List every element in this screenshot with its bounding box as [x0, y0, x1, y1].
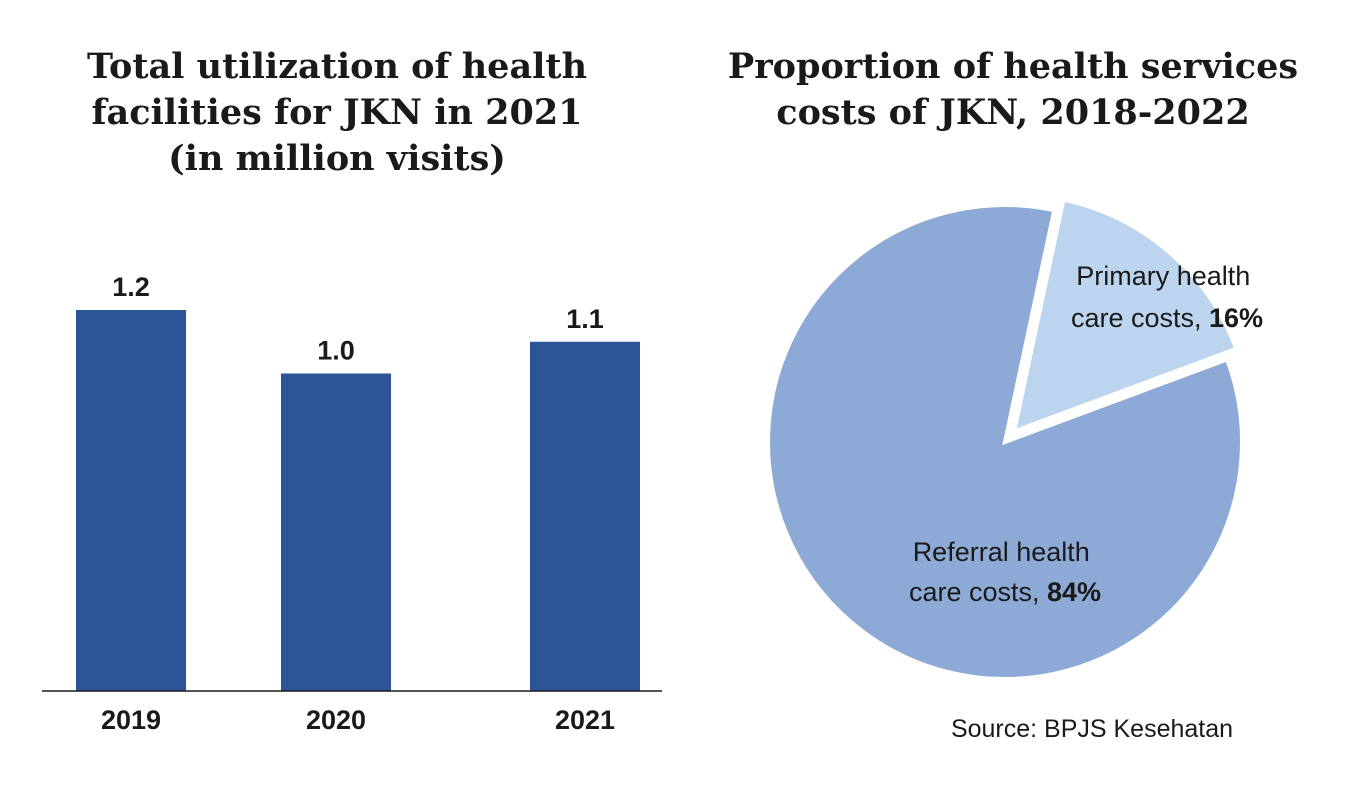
category-label-2020: 2020 — [306, 705, 366, 735]
bar-value-label-2020: 1.0 — [317, 336, 355, 366]
source-note: Source: BPJS Kesehatan — [951, 715, 1233, 743]
pie-label-primary-text: care costs, — [1071, 303, 1209, 333]
pie-chart-title-line-2: costs of JKN, 2018-2022 — [776, 92, 1249, 133]
category-label-2019: 2019 — [101, 705, 161, 735]
pie-label-referral: Referral health care costs, 84% — [909, 537, 1101, 607]
pie-chart: Proportion of health services costs of J… — [728, 46, 1298, 743]
pie-label-primary-line-1: Primary health — [1076, 261, 1250, 291]
pie-label-primary: Primary health care costs, 16% — [1071, 261, 1263, 333]
pie-slices — [766, 197, 1244, 681]
bar-chart-title-line-3: (in million visits) — [168, 138, 506, 179]
bar-value-label-2019: 1.2 — [112, 272, 150, 302]
bars: 1.2 2019 1.0 2020 1.1 2021 — [76, 272, 640, 735]
bar-2020 — [281, 373, 391, 691]
pie-slice-referral — [766, 203, 1244, 681]
pie-label-primary-percent: 16% — [1209, 303, 1263, 333]
pie-chart-title-line-1: Proportion of health services — [728, 46, 1298, 87]
pie-label-primary-line-2: care costs, 16% — [1071, 303, 1263, 333]
bar-chart-title-line-1: Total utilization of health — [87, 46, 587, 87]
category-label-2021: 2021 — [555, 705, 615, 735]
pie-label-referral-line-1: Referral health — [913, 537, 1090, 567]
bar-chart: Total utilization of health facilities f… — [42, 46, 662, 735]
pie-label-referral-percent: 84% — [1047, 577, 1101, 607]
pie-label-referral-text: care costs, — [909, 577, 1047, 607]
bar-chart-title-line-2: facilities for JKN in 2021 — [91, 92, 582, 133]
pie-label-referral-line-2: care costs, 84% — [909, 577, 1101, 607]
bar-2019 — [76, 310, 186, 691]
bar-value-label-2021: 1.1 — [566, 304, 604, 334]
pie-slice-primary — [1011, 197, 1239, 435]
bar-2021 — [530, 341, 640, 691]
